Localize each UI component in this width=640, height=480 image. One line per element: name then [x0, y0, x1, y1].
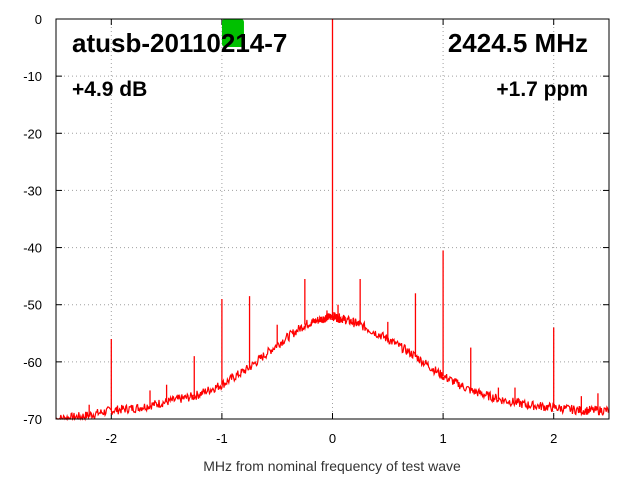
y-tick-label: -40: [23, 241, 42, 256]
spectrum-line: [55, 312, 610, 422]
y-tick-label: -30: [23, 183, 42, 198]
x-tick-label: 0: [329, 431, 336, 446]
plot-frame: [55, 18, 610, 420]
level-label: +4.9 dB: [72, 78, 147, 101]
ppm-label: +1.7 ppm: [496, 78, 588, 101]
y-tick-label: -60: [23, 355, 42, 370]
frequency-label: 2424.5 MHz: [448, 28, 588, 58]
y-tick-label: -70: [23, 412, 42, 427]
y-tick-label: -10: [23, 69, 42, 84]
green-marker: [221, 19, 244, 47]
y-tick-label: 0: [35, 12, 42, 27]
y-tick-label: -20: [23, 126, 42, 141]
y-axis-ticks: 0 -10 -20 -30 -40 -50 -60 -70: [23, 12, 609, 427]
device-label: atusb-20110214-7: [72, 28, 287, 58]
y-tick-label: -50: [23, 298, 42, 313]
x-axis-label: MHz from nominal frequency of test wave: [203, 458, 461, 474]
x-tick-label: 2: [550, 431, 557, 446]
x-tick-label: -2: [106, 431, 118, 446]
x-axis-ticks: -2 -1 0 1 2: [106, 19, 557, 446]
x-tick-label: 1: [439, 431, 446, 446]
plot-area: [55, 19, 610, 422]
x-tick-label: -1: [216, 431, 228, 446]
